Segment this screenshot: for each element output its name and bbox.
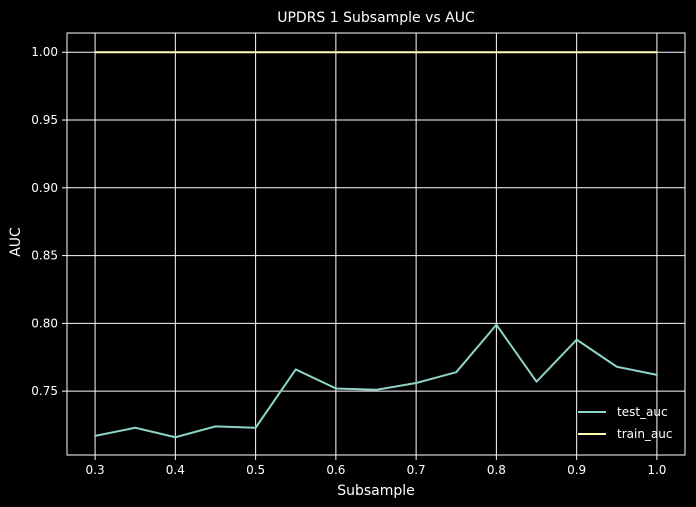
x-axis-label: Subsample: [337, 483, 415, 499]
x-axis: 0.3 0.4 0.5 0.6 0.7 0.8 0.9 1.0: [86, 455, 666, 477]
series-line-test_auc: [94, 323, 658, 439]
y-tick-label: 0.75: [31, 384, 58, 398]
x-tick-label: 0.7: [407, 463, 426, 477]
x-tick-label: 0.9: [567, 463, 586, 477]
legend-label-test_auc: test_auc: [617, 405, 668, 419]
y-tick-label: 0.85: [31, 249, 58, 263]
x-tick-label: 0.5: [246, 463, 265, 477]
y-tick-label: 0.90: [31, 181, 58, 195]
x-tick-label: 0.3: [86, 463, 105, 477]
x-tick-label: 0.4: [166, 463, 185, 477]
y-tick-label: 1.00: [31, 45, 58, 59]
x-tick-label: 0.6: [326, 463, 345, 477]
plot-frame: [66, 32, 686, 456]
y-axis-label: AUC: [8, 227, 24, 257]
legend-label-train_auc: train_auc: [617, 427, 673, 441]
y-tick-label: 0.80: [31, 316, 58, 330]
series-lines: [94, 51, 658, 439]
chart-title: UPDRS 1 Subsample vs AUC: [277, 10, 475, 26]
y-tick-label: 0.95: [31, 113, 58, 127]
grid: [67, 33, 685, 455]
legend: test_auc train_auc: [578, 405, 673, 441]
x-tick-label: 0.8: [487, 463, 506, 477]
y-axis: 0.75 0.80 0.85 0.90 0.95 1.00: [31, 45, 67, 398]
x-tick-label: 1.0: [647, 463, 666, 477]
